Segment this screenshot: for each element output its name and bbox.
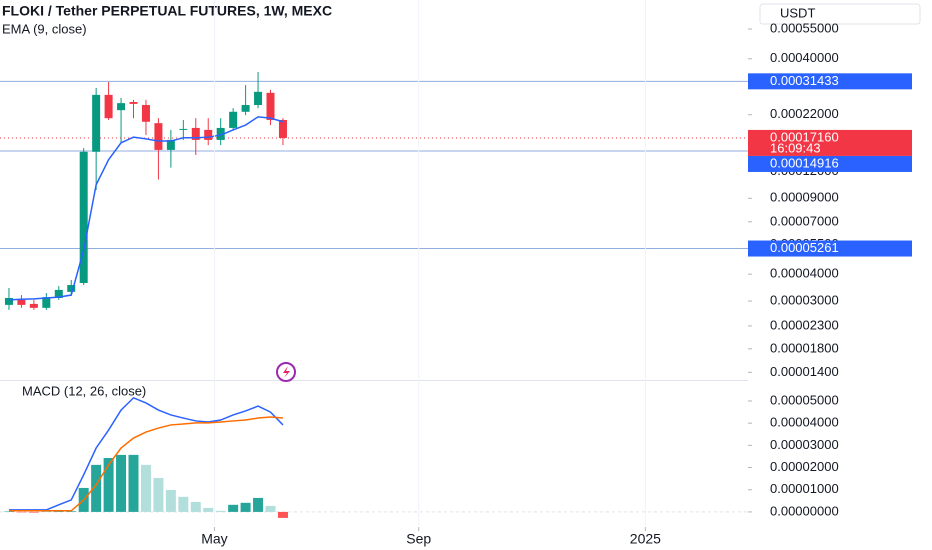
candle-body: [216, 127, 225, 140]
histogram-bar: [128, 454, 139, 512]
histogram-bar: [228, 504, 239, 512]
candle-body: [4, 297, 13, 305]
y-tick-label: 0.00001000: [770, 481, 839, 496]
y-tick-label: 0.00003000: [770, 293, 839, 308]
y-tick-label: 0.00055000: [770, 20, 839, 35]
price-line-label: 0.00005261: [770, 240, 839, 255]
candle-body: [129, 102, 138, 104]
currency: USDT: [780, 5, 815, 20]
histogram-bar: [265, 505, 276, 512]
candle-body: [42, 297, 51, 308]
y-tick-label: 0.00002300: [770, 317, 839, 332]
candle-body: [54, 289, 63, 298]
x-tick-label: Sep: [406, 531, 431, 547]
price-line-label-bg: [748, 240, 912, 257]
candle-body: [117, 103, 126, 111]
x-tick-label: 2025: [630, 531, 661, 547]
y-tick-label: 0.00000000: [770, 503, 839, 518]
countdown: 16:09:43: [770, 140, 821, 155]
histogram-bar: [116, 454, 127, 512]
candle-body: [141, 105, 150, 122]
chart-title: FLOKI / Tether PERPETUAL FUTURES, 1W, ME…: [2, 3, 332, 19]
histogram-bar: [178, 496, 189, 512]
logo-ring: [276, 362, 296, 382]
y-tick-label: 0.00007000: [770, 213, 839, 228]
histogram-bar: [203, 507, 214, 512]
y-tick-label: 0.00004000: [770, 266, 839, 281]
candle-body: [179, 128, 188, 130]
price-line-label: 0.00031433: [770, 73, 839, 88]
histogram-bar: [140, 464, 151, 512]
ema-line: [8, 116, 284, 301]
histogram-bar: [277, 511, 288, 518]
candle-body: [166, 139, 175, 150]
candle-body: [191, 127, 200, 140]
histogram-bar: [153, 477, 164, 512]
y-tick-label: 0.00009000: [770, 190, 839, 205]
logo-bolt: [283, 366, 290, 378]
y-tick-label: 0.00002000: [770, 459, 839, 474]
histogram-bar: [91, 464, 102, 512]
candle-body: [204, 129, 213, 140]
histogram-bar: [103, 457, 114, 512]
price-line-label: 0.00014916: [770, 155, 839, 170]
histogram-bar: [240, 502, 251, 512]
price-line-label-bg: [748, 73, 912, 90]
histogram-bar: [253, 497, 264, 512]
candle-body: [67, 285, 76, 292]
histogram-bar: [66, 511, 77, 512]
logo: [276, 362, 296, 382]
y-tick-label: 0.00003000: [770, 437, 839, 452]
y-tick-label: 0.00022000: [770, 106, 839, 121]
macd-line: [8, 416, 284, 512]
macd-line: [8, 396, 284, 511]
candle-body: [278, 119, 287, 138]
candle-body: [104, 94, 113, 119]
currency-box[interactable]: [759, 3, 921, 25]
y-tick-label: 0.00040000: [770, 50, 839, 65]
histogram-bar: [28, 511, 39, 513]
y-tick-label: 0.00005000: [770, 392, 839, 407]
last-price-label-bg: [748, 129, 912, 156]
ema-legend: EMA (9, close): [2, 21, 87, 36]
histogram-bar: [215, 510, 226, 512]
histogram-bar: [165, 489, 176, 512]
candle-body: [254, 91, 263, 106]
candle-body: [29, 303, 38, 308]
macd-title: MACD (12, 26, close): [22, 383, 146, 398]
candle-body: [229, 111, 238, 128]
last-price-label: 0.00017160: [770, 129, 839, 144]
y-tick-label: 0.00004000: [770, 415, 839, 430]
y-tick-label: 0.00001400: [770, 364, 839, 379]
candle-body: [92, 94, 101, 152]
candle-body: [79, 151, 88, 283]
candle-body: [154, 123, 163, 150]
x-tick-label: May: [201, 531, 227, 547]
y-tick-label: 0.00001800: [770, 340, 839, 355]
candle-body: [17, 299, 26, 305]
candle-body: [266, 92, 275, 120]
histogram-bar: [190, 501, 201, 512]
candle-body: [241, 105, 250, 112]
price-line-label-bg: [748, 155, 912, 172]
